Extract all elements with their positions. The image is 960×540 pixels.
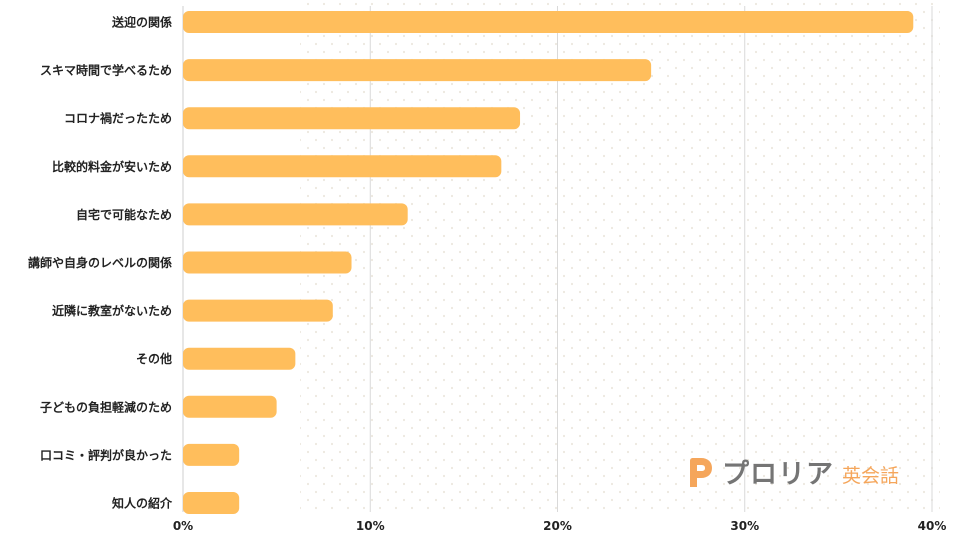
- category-label: コロナ禍だったため: [64, 111, 172, 126]
- bar: [183, 203, 408, 226]
- x-tick-label: 30%: [730, 519, 759, 533]
- bar: [183, 299, 333, 322]
- category-label: 口コミ・評判が良かった: [40, 447, 172, 462]
- bar: [183, 155, 502, 178]
- x-tick-label: 0%: [173, 519, 193, 533]
- category-label: その他: [136, 351, 172, 366]
- brand-logo: プロリア 英会話: [686, 452, 899, 491]
- proria-logo-icon: [690, 457, 712, 487]
- bar: [183, 251, 352, 274]
- category-label: 子どもの負担軽減のため: [40, 399, 172, 414]
- category-label: 講師や自身のレベルの関係: [28, 255, 172, 270]
- bar: [183, 395, 277, 418]
- category-label: スキマ時間で学べるため: [40, 63, 172, 78]
- category-labels: 送迎の関係スキマ時間で学べるためコロナ禍だったため比較的料金が安いため自宅で可能…: [28, 15, 173, 511]
- bar: [183, 492, 240, 514]
- x-tick-label: 40%: [918, 519, 947, 533]
- category-label: 近隣に教室がないため: [52, 303, 172, 318]
- x-tick-label: 20%: [543, 519, 572, 533]
- bars: [183, 11, 914, 514]
- logo-name: プロリア: [722, 459, 834, 490]
- category-label: 比較的料金が安いため: [52, 159, 172, 174]
- dotted-background: [300, 0, 940, 512]
- logo-sub: 英会話: [842, 464, 900, 487]
- tick-labels: 0% 10% 20% 30% 40%: [173, 519, 947, 533]
- bar: [183, 347, 296, 370]
- category-label: 送迎の関係: [111, 15, 172, 30]
- x-tick-label: 10%: [356, 519, 385, 533]
- grid-lines: [369, 6, 933, 512]
- category-label: 知人の紹介: [111, 496, 173, 511]
- bar: [183, 107, 521, 130]
- bar: [183, 11, 914, 33]
- category-label: 自宅で可能なため: [76, 207, 172, 222]
- bar: [183, 443, 240, 466]
- bar: [183, 59, 652, 82]
